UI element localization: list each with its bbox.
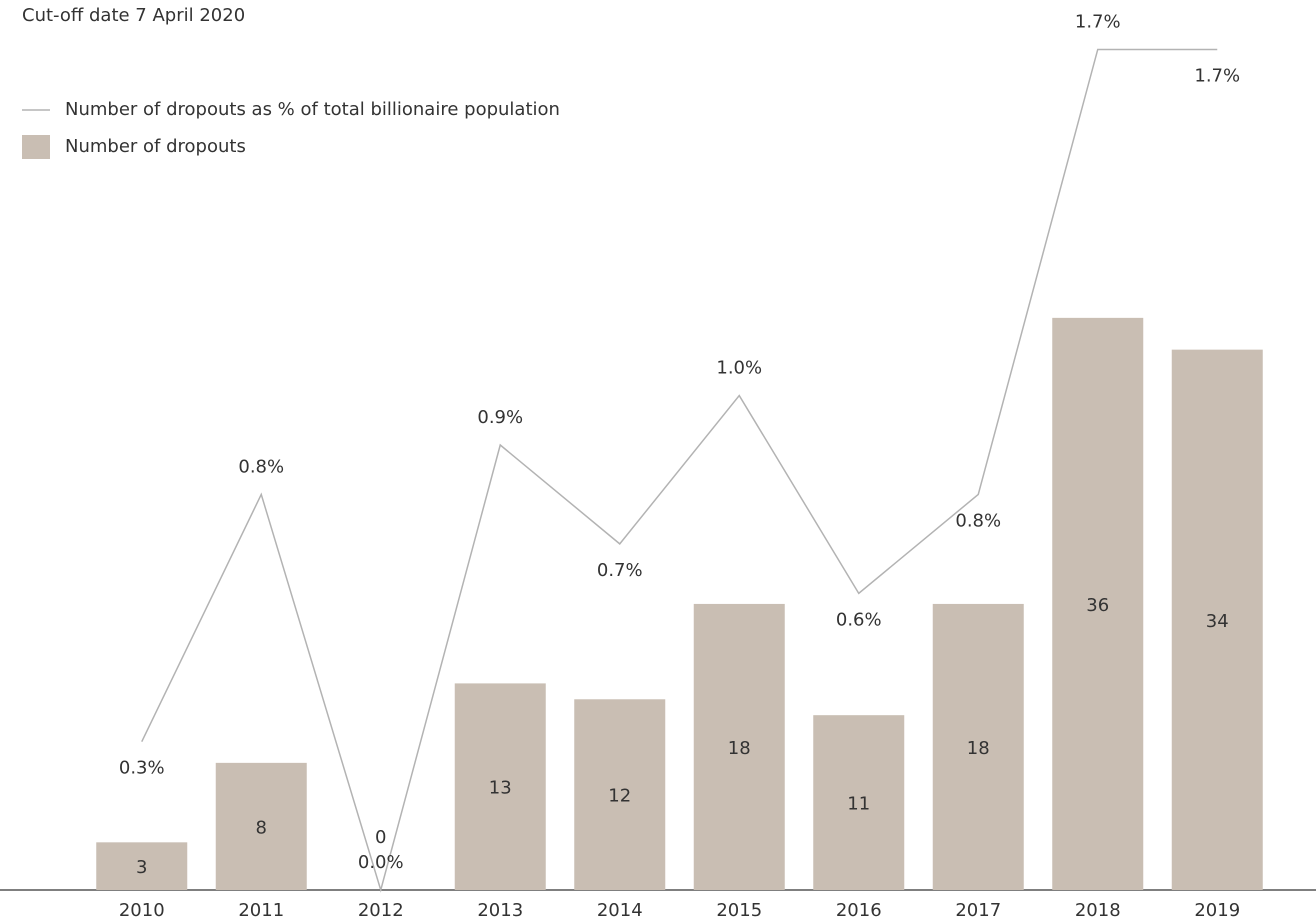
x-tick-label: 2013 [477,900,523,921]
line [141,48,1218,893]
bar-value-label: 0 [375,827,386,848]
x-tick-label: 2017 [955,900,1001,921]
bar-value-label: 11 [847,794,870,815]
bar [215,762,307,890]
bar-value-label: 18 [728,738,751,759]
line-value-label: 0.0% [358,852,404,873]
bar-value-label: 36 [1086,595,1109,616]
x-tick-label: 2019 [1194,900,1240,921]
x-tick-label: 2014 [597,900,643,921]
bar-value-label: 8 [256,817,267,838]
bar [574,699,666,890]
bar [1052,317,1144,890]
x-tick-label: 2010 [119,900,165,921]
bar-value-label: 12 [608,786,631,807]
x-tick-label: 2012 [358,900,404,921]
line-value-label: 0.8% [238,456,284,477]
line-value-label: 1.0% [716,358,762,379]
line-value-label: 1.7% [1075,11,1121,32]
bar [454,683,546,890]
x-tick-label: 2015 [716,900,762,921]
x-tick-label: 2011 [238,900,284,921]
bar [693,603,785,890]
bar [96,842,188,890]
line-value-label: 0.8% [955,510,1001,531]
legend-label: Number of dropouts [65,136,246,157]
bar-value-label: 3 [136,857,147,878]
line-value-label: 0.3% [119,758,165,779]
bar [1171,349,1263,891]
legend-label: Number of dropouts as % of total billion… [65,99,560,120]
bar-value-label: 34 [1206,611,1229,632]
bar [813,715,905,890]
line-value-label: 0.7% [597,560,643,581]
bar [932,603,1024,890]
x-tick-label: 2018 [1075,900,1121,921]
chart-subtitle: Cut-off date 7 April 2020 [22,5,245,26]
line-value-label: 0.6% [836,609,882,630]
line-value-label: 1.7% [1194,65,1240,86]
bar-value-label: 18 [967,738,990,759]
line-value-label: 0.9% [477,407,523,428]
legend-swatch [22,135,50,159]
x-tick-label: 2016 [836,900,882,921]
bar-value-label: 13 [489,778,512,799]
